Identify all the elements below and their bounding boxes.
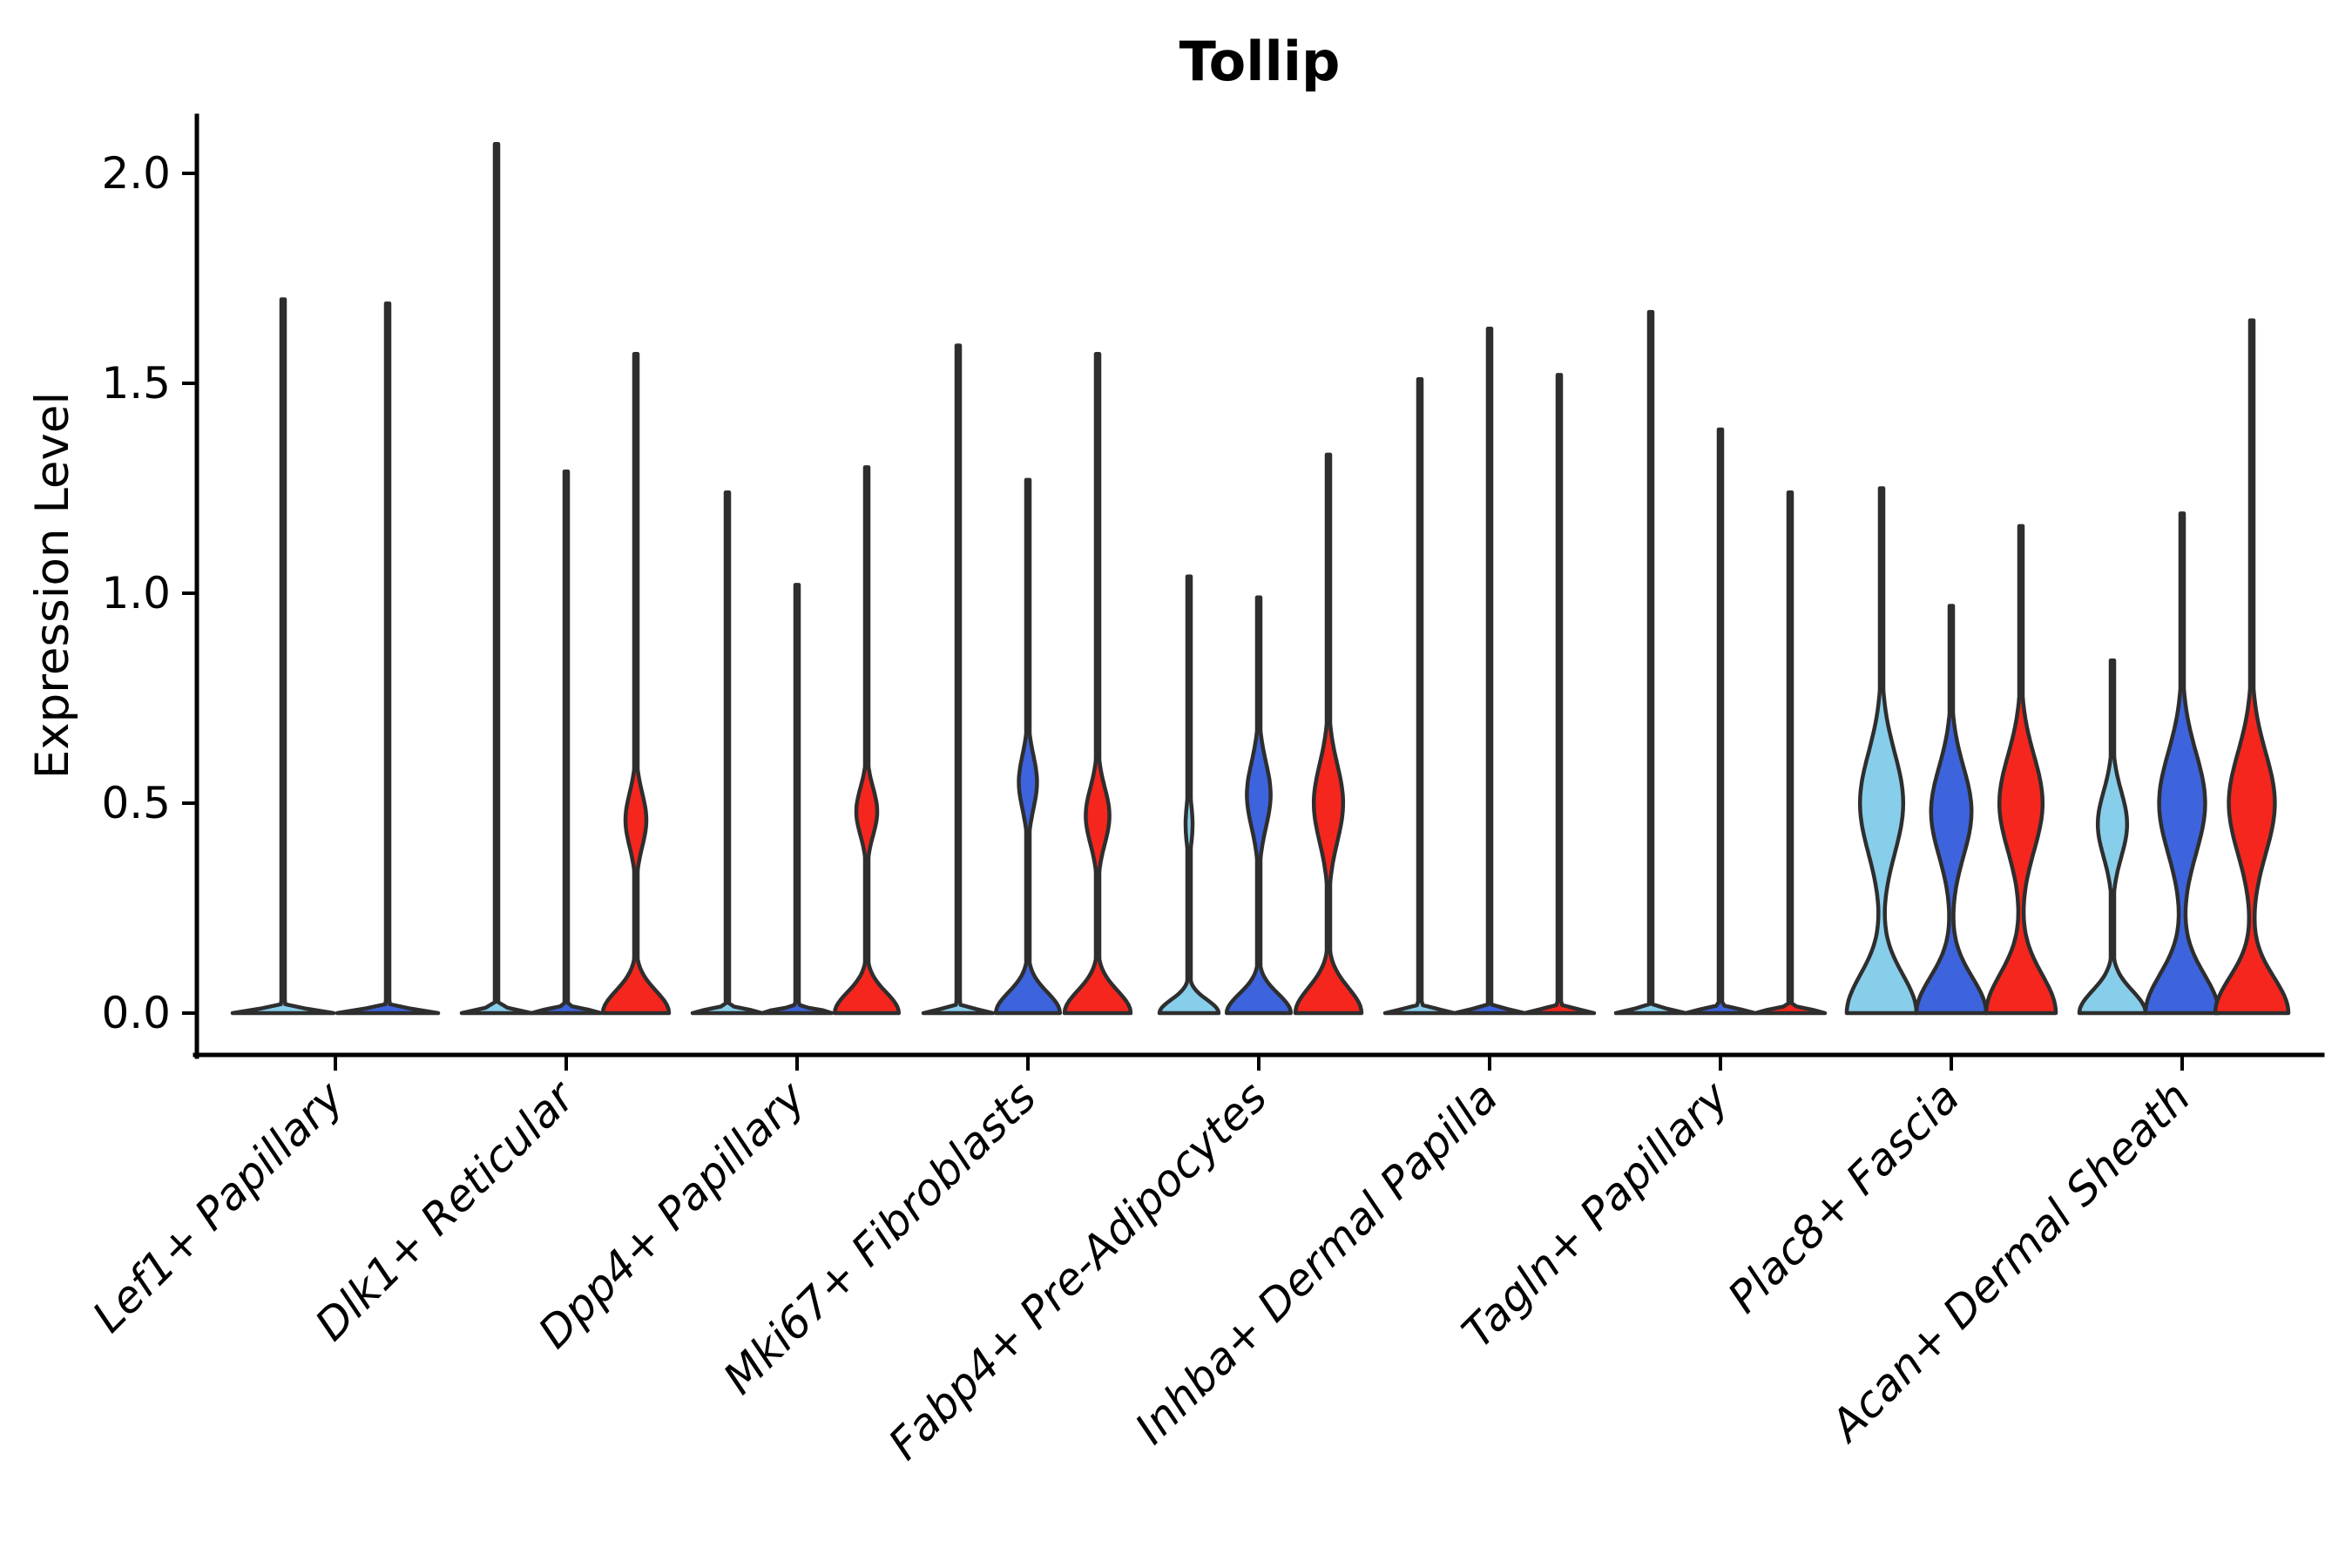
violin-plac8-fascia-blue (1914, 604, 1989, 1016)
y-axis-label: Expression Level (26, 392, 79, 779)
violin-dlk1-reticular-red (600, 352, 672, 1016)
violin-inhba-dermal-papilla-red (1522, 373, 1597, 1016)
violin-dlk1-reticular-light_blue (459, 142, 534, 1016)
violin-inhba-dermal-papilla-light_blue (1382, 376, 1457, 1016)
violin-acan-dermal-sheath-blue (2143, 511, 2221, 1016)
chart-title: Tollip (1179, 30, 1341, 93)
violin-plac8-fascia-red (1984, 524, 2058, 1016)
violin-lef1-papillary-blue (335, 301, 441, 1016)
violin-mki67-fibroblasts-light_blue (921, 343, 996, 1016)
violin-acan-dermal-sheath-red (2213, 318, 2291, 1016)
violin-fabp4-pre-adipocytes-blue (1224, 595, 1294, 1016)
violin-dlk1-reticular-blue (529, 469, 604, 1016)
violin-tagln-papillary-red (1753, 490, 1828, 1016)
x-category-label: Lef1+ Papillary (83, 1071, 354, 1342)
violin-acan-dermal-sheath-light_blue (2077, 658, 2148, 1016)
violin-lef1-papillary-light_blue (230, 297, 336, 1016)
violin-mki67-fibroblasts-blue (993, 477, 1063, 1016)
violin-mki67-fibroblasts-red (1062, 352, 1133, 1016)
y-tick-label: 1.0 (101, 568, 171, 618)
violin-dpp4-papillary-blue (760, 583, 835, 1016)
violin-inhba-dermal-papilla-blue (1452, 327, 1527, 1016)
x-category-label: Fabp4+ Pre-Adipocytes (879, 1071, 1277, 1470)
y-tick-label: 2.0 (101, 148, 171, 199)
y-tick-label: 0.0 (101, 988, 171, 1038)
y-tick-label: 1.5 (101, 358, 171, 409)
violins-layer (230, 142, 2291, 1016)
violin-dpp4-papillary-red (832, 465, 902, 1016)
violin-tagln-papillary-light_blue (1613, 309, 1688, 1016)
violin-dpp4-papillary-light_blue (690, 490, 765, 1016)
violin-plac8-fascia-light_blue (1844, 486, 1919, 1016)
y-tick-label: 0.5 (101, 778, 171, 828)
violin-tagln-papillary-blue (1683, 427, 1758, 1016)
violin-fabp4-pre-adipocytes-light_blue (1157, 574, 1221, 1016)
violin-fabp4-pre-adipocytes-red (1293, 452, 1364, 1016)
x-category-label: Plac8+ Fascia (1719, 1071, 1970, 1322)
